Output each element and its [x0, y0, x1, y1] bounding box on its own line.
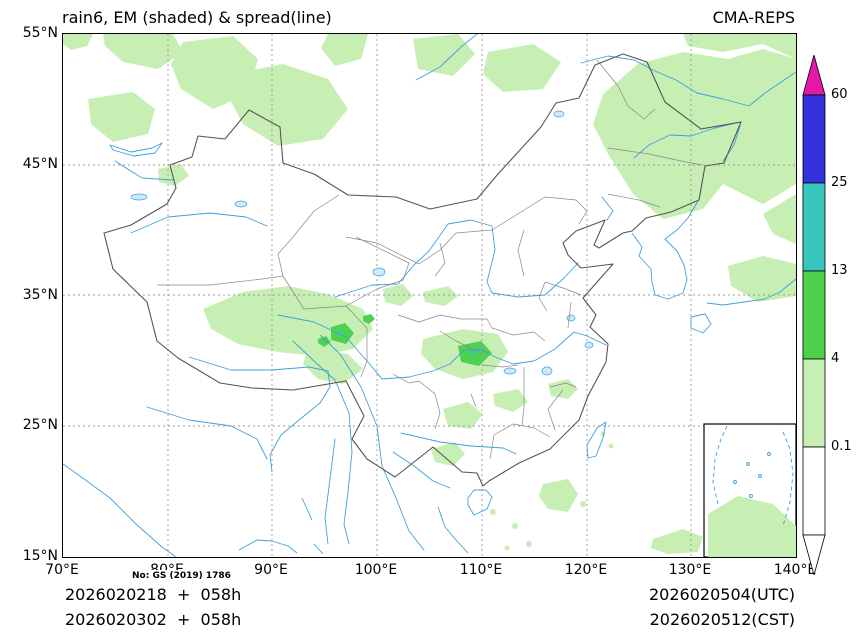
- brahmaputra-river: [188, 356, 331, 473]
- valid-time-cst: 2026020512(CST): [649, 610, 795, 629]
- map-panel: No: GS (2019) 1786: [62, 33, 797, 583]
- colorbar-tick-13: 13: [831, 263, 848, 278]
- lon-label-130e: 130°E: [668, 562, 712, 578]
- lat-label-15n: 15°N: [22, 548, 58, 564]
- init-time-line1: 2026020218 + 058h: [65, 585, 242, 604]
- ganges-river: [146, 406, 268, 460]
- japan-coastline: [706, 278, 796, 306]
- colorbar-seg-4-13: [802, 270, 826, 360]
- map-license-label: No: GS (2019) 1786: [129, 570, 234, 583]
- kyushu-island: [690, 313, 712, 334]
- pearl-river: [400, 432, 517, 455]
- model-name-label: CMA-REPS: [712, 8, 795, 27]
- lat-label-45n: 45°N: [22, 156, 58, 172]
- colorbar-tick-01: 0.1: [831, 439, 852, 454]
- lake-baikal-shore: [415, 34, 478, 81]
- lon-label-70e: 70°E: [45, 562, 79, 578]
- yangtze-river: [277, 314, 607, 380]
- colorbar-seg-0-01: [802, 446, 826, 536]
- ili-river: [114, 160, 174, 181]
- liao-river: [601, 196, 614, 221]
- province-boundaries: [157, 59, 703, 460]
- colorbar-seg-25-60: [802, 94, 826, 184]
- mekong-river: [319, 334, 425, 551]
- rivers: [114, 34, 796, 551]
- china-boundary: [103, 53, 742, 487]
- yellow-river: [334, 219, 579, 298]
- map-canvas: [63, 34, 796, 557]
- inset-vietnam-coast: [712, 425, 728, 505]
- lon-label-140e: 140°E: [773, 562, 817, 578]
- red-river: [392, 451, 451, 489]
- colorbar: [802, 55, 826, 575]
- south-china-sea-inset: [703, 423, 796, 557]
- hainan-island: [467, 489, 493, 516]
- inset-precip-shading: [708, 496, 796, 557]
- precip-shading-heavy: [338, 331, 482, 355]
- salween-river: [292, 340, 353, 545]
- lon-label-100e: 100°E: [354, 562, 398, 578]
- foreign-coastlines: [63, 142, 796, 557]
- precip-shading-light: [63, 34, 796, 554]
- valid-time-utc: 2026020504(UTC): [649, 585, 795, 604]
- colorbar-arrow-bottom: [802, 534, 826, 575]
- inset-nine-dash-line: [782, 431, 794, 527]
- colorbar-tick-25: 25: [831, 175, 848, 190]
- lat-label-25n: 25°N: [22, 417, 58, 433]
- bay-of-bengal-coast: [63, 463, 469, 557]
- lon-label-90e: 90°E: [254, 562, 288, 578]
- inset-islands: [733, 452, 771, 498]
- colorbar-seg-13-25: [802, 182, 826, 272]
- taiwan-island: [586, 421, 607, 459]
- lakes: [130, 110, 594, 376]
- amur-river: [580, 55, 796, 107]
- lat-label-35n: 35°N: [22, 287, 58, 303]
- lat-label-55n: 55°N: [22, 25, 58, 41]
- irrawaddy-river: [324, 438, 336, 545]
- plot-title: rain6, EM (shaded) & spread(line): [62, 8, 332, 27]
- lon-label-110e: 110°E: [459, 562, 503, 578]
- colorbar-tick-60: 60: [831, 87, 848, 102]
- colorbar-arrow-top: [802, 55, 826, 96]
- colorbar-tick-4: 4: [831, 351, 840, 366]
- init-time-line2: 2026020302 + 058h: [65, 610, 242, 629]
- tarim-river: [130, 212, 268, 234]
- lon-label-120e: 120°E: [564, 562, 608, 578]
- korea-coastline: [631, 200, 699, 300]
- songhua-river: [633, 121, 741, 159]
- colorbar-seg-01-4: [802, 358, 826, 448]
- lake-balkhash-outline: [109, 142, 163, 157]
